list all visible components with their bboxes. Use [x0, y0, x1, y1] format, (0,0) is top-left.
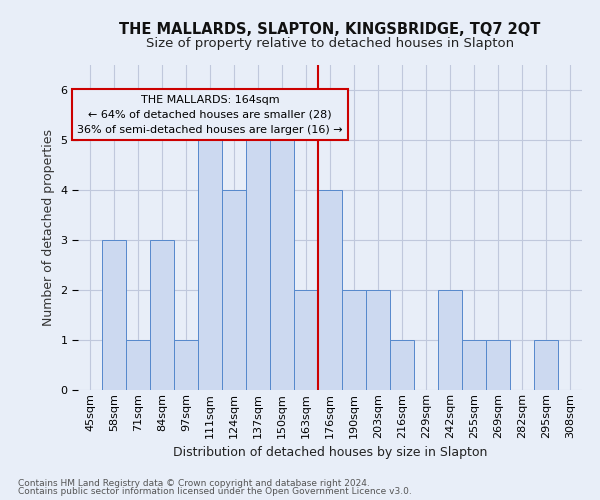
Bar [126, 340, 150, 390]
Bar [270, 140, 294, 390]
Bar [222, 190, 246, 390]
Text: Size of property relative to detached houses in Slapton: Size of property relative to detached ho… [146, 38, 514, 51]
Bar [438, 290, 462, 390]
Bar [366, 290, 390, 390]
Bar [198, 140, 222, 390]
Bar [390, 340, 414, 390]
Bar [150, 240, 174, 390]
Bar [294, 290, 318, 390]
Y-axis label: Number of detached properties: Number of detached properties [42, 129, 55, 326]
Text: THE MALLARDS, SLAPTON, KINGSBRIDGE, TQ7 2QT: THE MALLARDS, SLAPTON, KINGSBRIDGE, TQ7 … [119, 22, 541, 38]
Bar [534, 340, 558, 390]
Text: Contains public sector information licensed under the Open Government Licence v3: Contains public sector information licen… [18, 487, 412, 496]
Bar [462, 340, 486, 390]
Text: THE MALLARDS: 164sqm
← 64% of detached houses are smaller (28)
36% of semi-detac: THE MALLARDS: 164sqm ← 64% of detached h… [77, 95, 343, 134]
Bar [342, 290, 366, 390]
Text: Contains HM Land Registry data © Crown copyright and database right 2024.: Contains HM Land Registry data © Crown c… [18, 478, 370, 488]
Bar [246, 140, 270, 390]
Bar [486, 340, 510, 390]
Bar [102, 240, 126, 390]
Bar [174, 340, 198, 390]
X-axis label: Distribution of detached houses by size in Slapton: Distribution of detached houses by size … [173, 446, 487, 459]
Bar [318, 190, 342, 390]
